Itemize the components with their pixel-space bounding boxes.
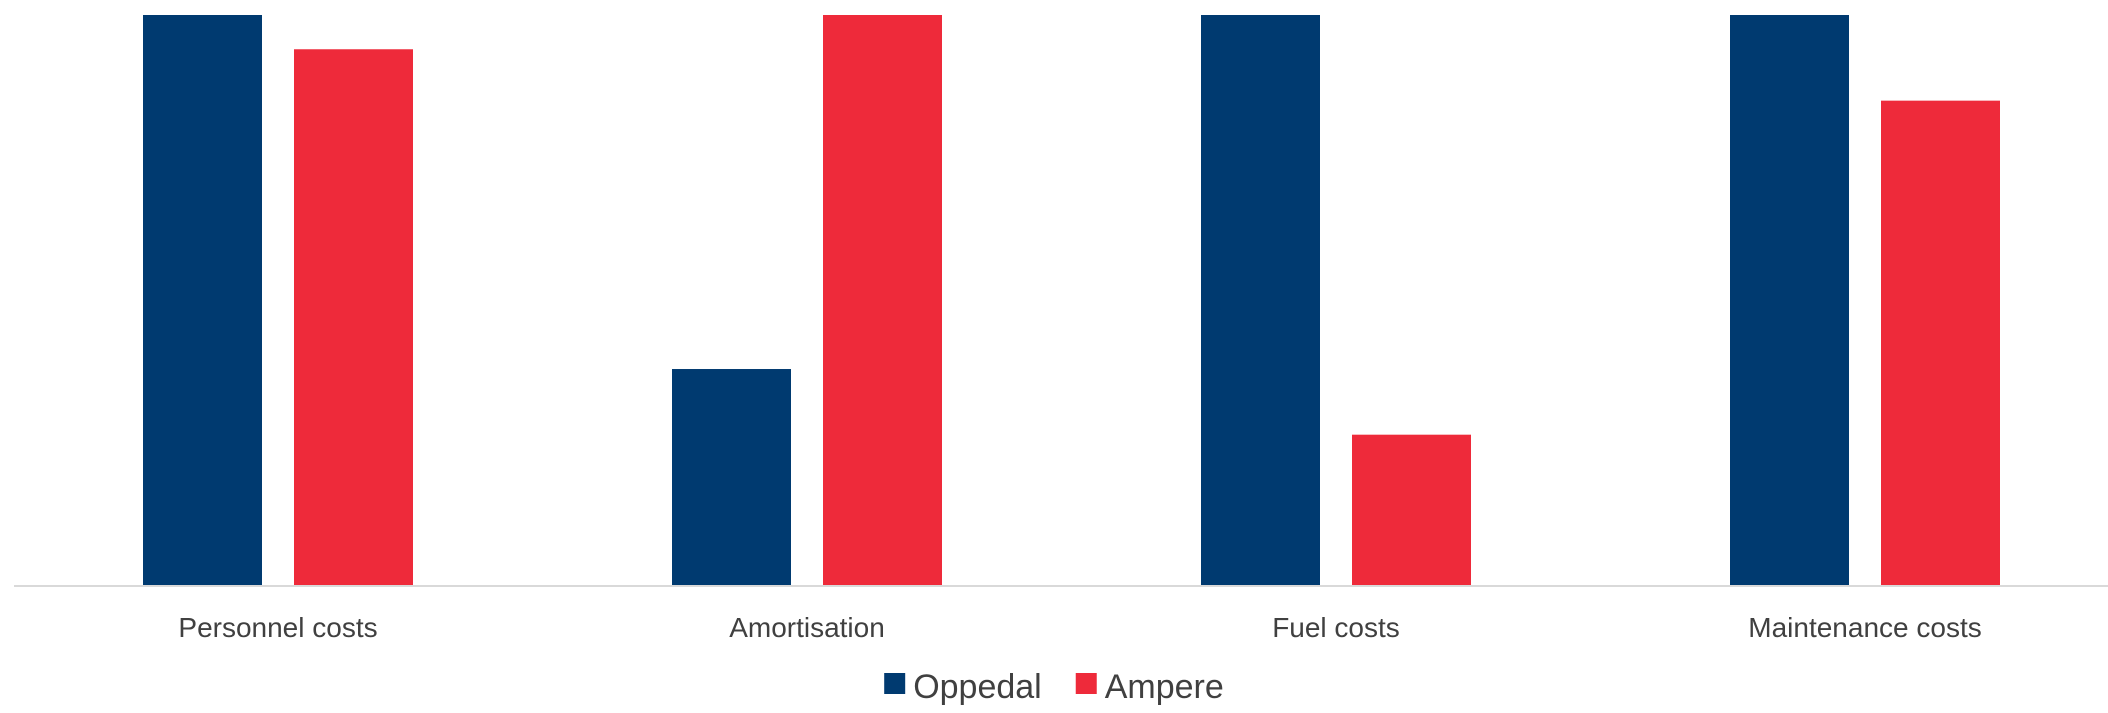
legend-swatch [884,673,906,694]
bar-oppedal-personnel-costs [143,15,262,586]
legend-item-ampere: Ampere [1075,668,1224,706]
bar-oppedal-maintenance-costs [1730,15,1849,586]
x-tick-label: Fuel costs [1272,612,1400,643]
legend: Oppedal Ampere [884,668,1224,706]
legend-swatch [1075,673,1097,694]
bar-ampere-personnel-costs [294,49,413,586]
bar-ampere-fuel-costs [1352,434,1471,586]
bar-oppedal-amortisation [672,369,791,586]
legend-item-oppedal: Oppedal [884,668,1042,706]
bar-ampere-amortisation [823,15,942,586]
bars-layer [143,15,2000,587]
x-tick-labels: Personnel costs Amortisation Fuel costs Mai… [178,612,1981,643]
bar-ampere-maintenance-costs [1881,100,2000,587]
x-tick-label: Maintenance costs [1748,612,1981,643]
legend-label: Ampere [1105,668,1224,706]
x-tick-label: Personnel costs [178,612,377,643]
bar-oppedal-fuel-costs [1201,15,1320,586]
x-tick-label: Amortisation [729,612,885,643]
legend-label: Oppedal [913,668,1042,706]
